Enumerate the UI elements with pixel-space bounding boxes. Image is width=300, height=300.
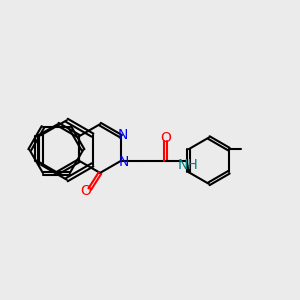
Text: N: N [118,155,129,169]
Text: N: N [118,128,128,142]
Text: NH: NH [178,158,198,172]
Text: O: O [160,130,171,145]
Text: O: O [81,184,92,198]
